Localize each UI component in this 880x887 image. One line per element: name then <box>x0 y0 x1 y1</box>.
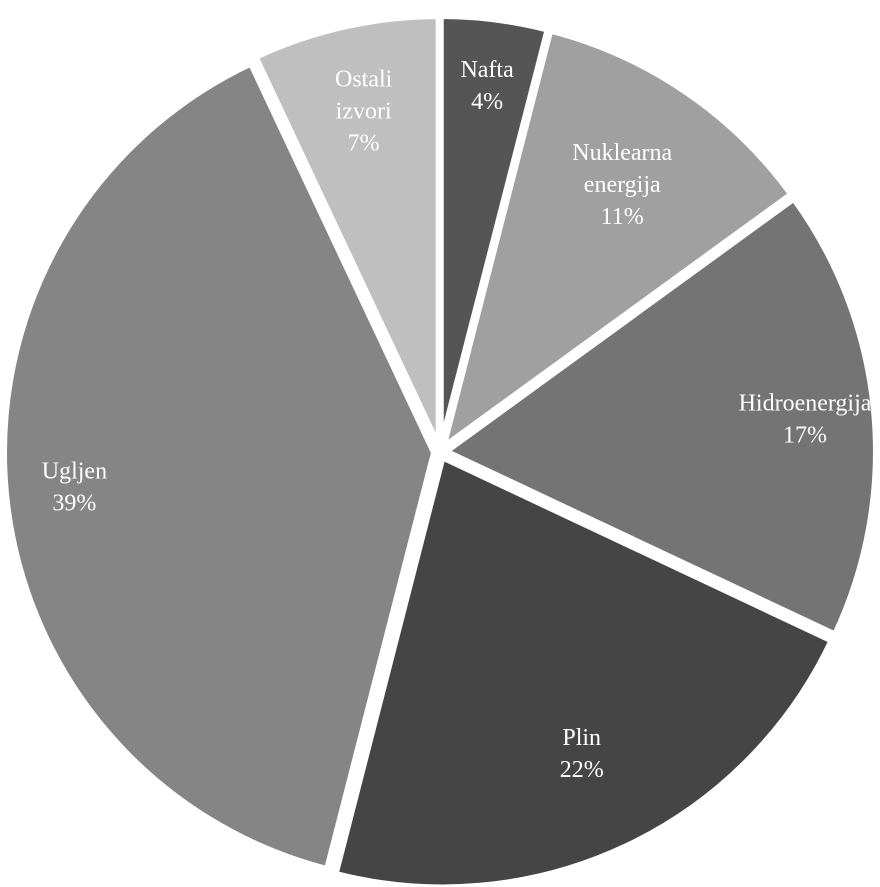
slice-percent-hidroenergija: 17% <box>783 422 827 448</box>
slice-name-nuklearna-energija: energija <box>584 172 661 198</box>
slice-percent-nuklearna-energija: 11% <box>601 204 644 230</box>
slice-label-hidroenergija: Hidroenergija 17% <box>739 390 872 448</box>
slice-name-nafta: Nafta <box>460 57 514 83</box>
pie-slice-ugljen <box>1 60 438 873</box>
slice-label-ostali-izvori: Ostali izvori 7% <box>335 66 393 156</box>
slice-name-ostali-izvori: Ostali <box>335 66 393 92</box>
slice-name-nuklearna-energija: Nuklearna <box>572 140 672 166</box>
slice-label-nafta: Nafta 4% <box>460 57 514 115</box>
slice-percent-ugljen: 39% <box>52 491 96 517</box>
pie-slice-hidroenergija <box>442 195 879 638</box>
slice-name-plin: Plin <box>562 725 601 751</box>
slice-label-plin: Plin 22% <box>560 725 604 783</box>
slice-name-ostali-izvori: izvori <box>336 98 392 124</box>
slice-percent-nafta: 4% <box>471 89 503 115</box>
slices-layer <box>1 13 879 887</box>
labels-layer: Nafta 4% Nuklearna energija 11% Hidroenergija… <box>42 57 872 783</box>
slice-label-nuklearna-energija: Nuklearna energija 11% <box>572 140 672 230</box>
slice-label-ugljen: Ugljen 39% <box>42 459 107 517</box>
slice-percent-ostali-izvori: 7% <box>348 130 380 156</box>
pie-slice-ostali-izvori <box>252 13 442 450</box>
slice-percent-plin: 22% <box>560 757 604 783</box>
pie-slice-nuklearna-energija <box>440 27 795 451</box>
slice-name-hidroenergija: Hidroenergija <box>739 390 872 416</box>
slice-name-ugljen: Ugljen <box>42 459 107 485</box>
pie-slice-plin <box>332 454 835 887</box>
